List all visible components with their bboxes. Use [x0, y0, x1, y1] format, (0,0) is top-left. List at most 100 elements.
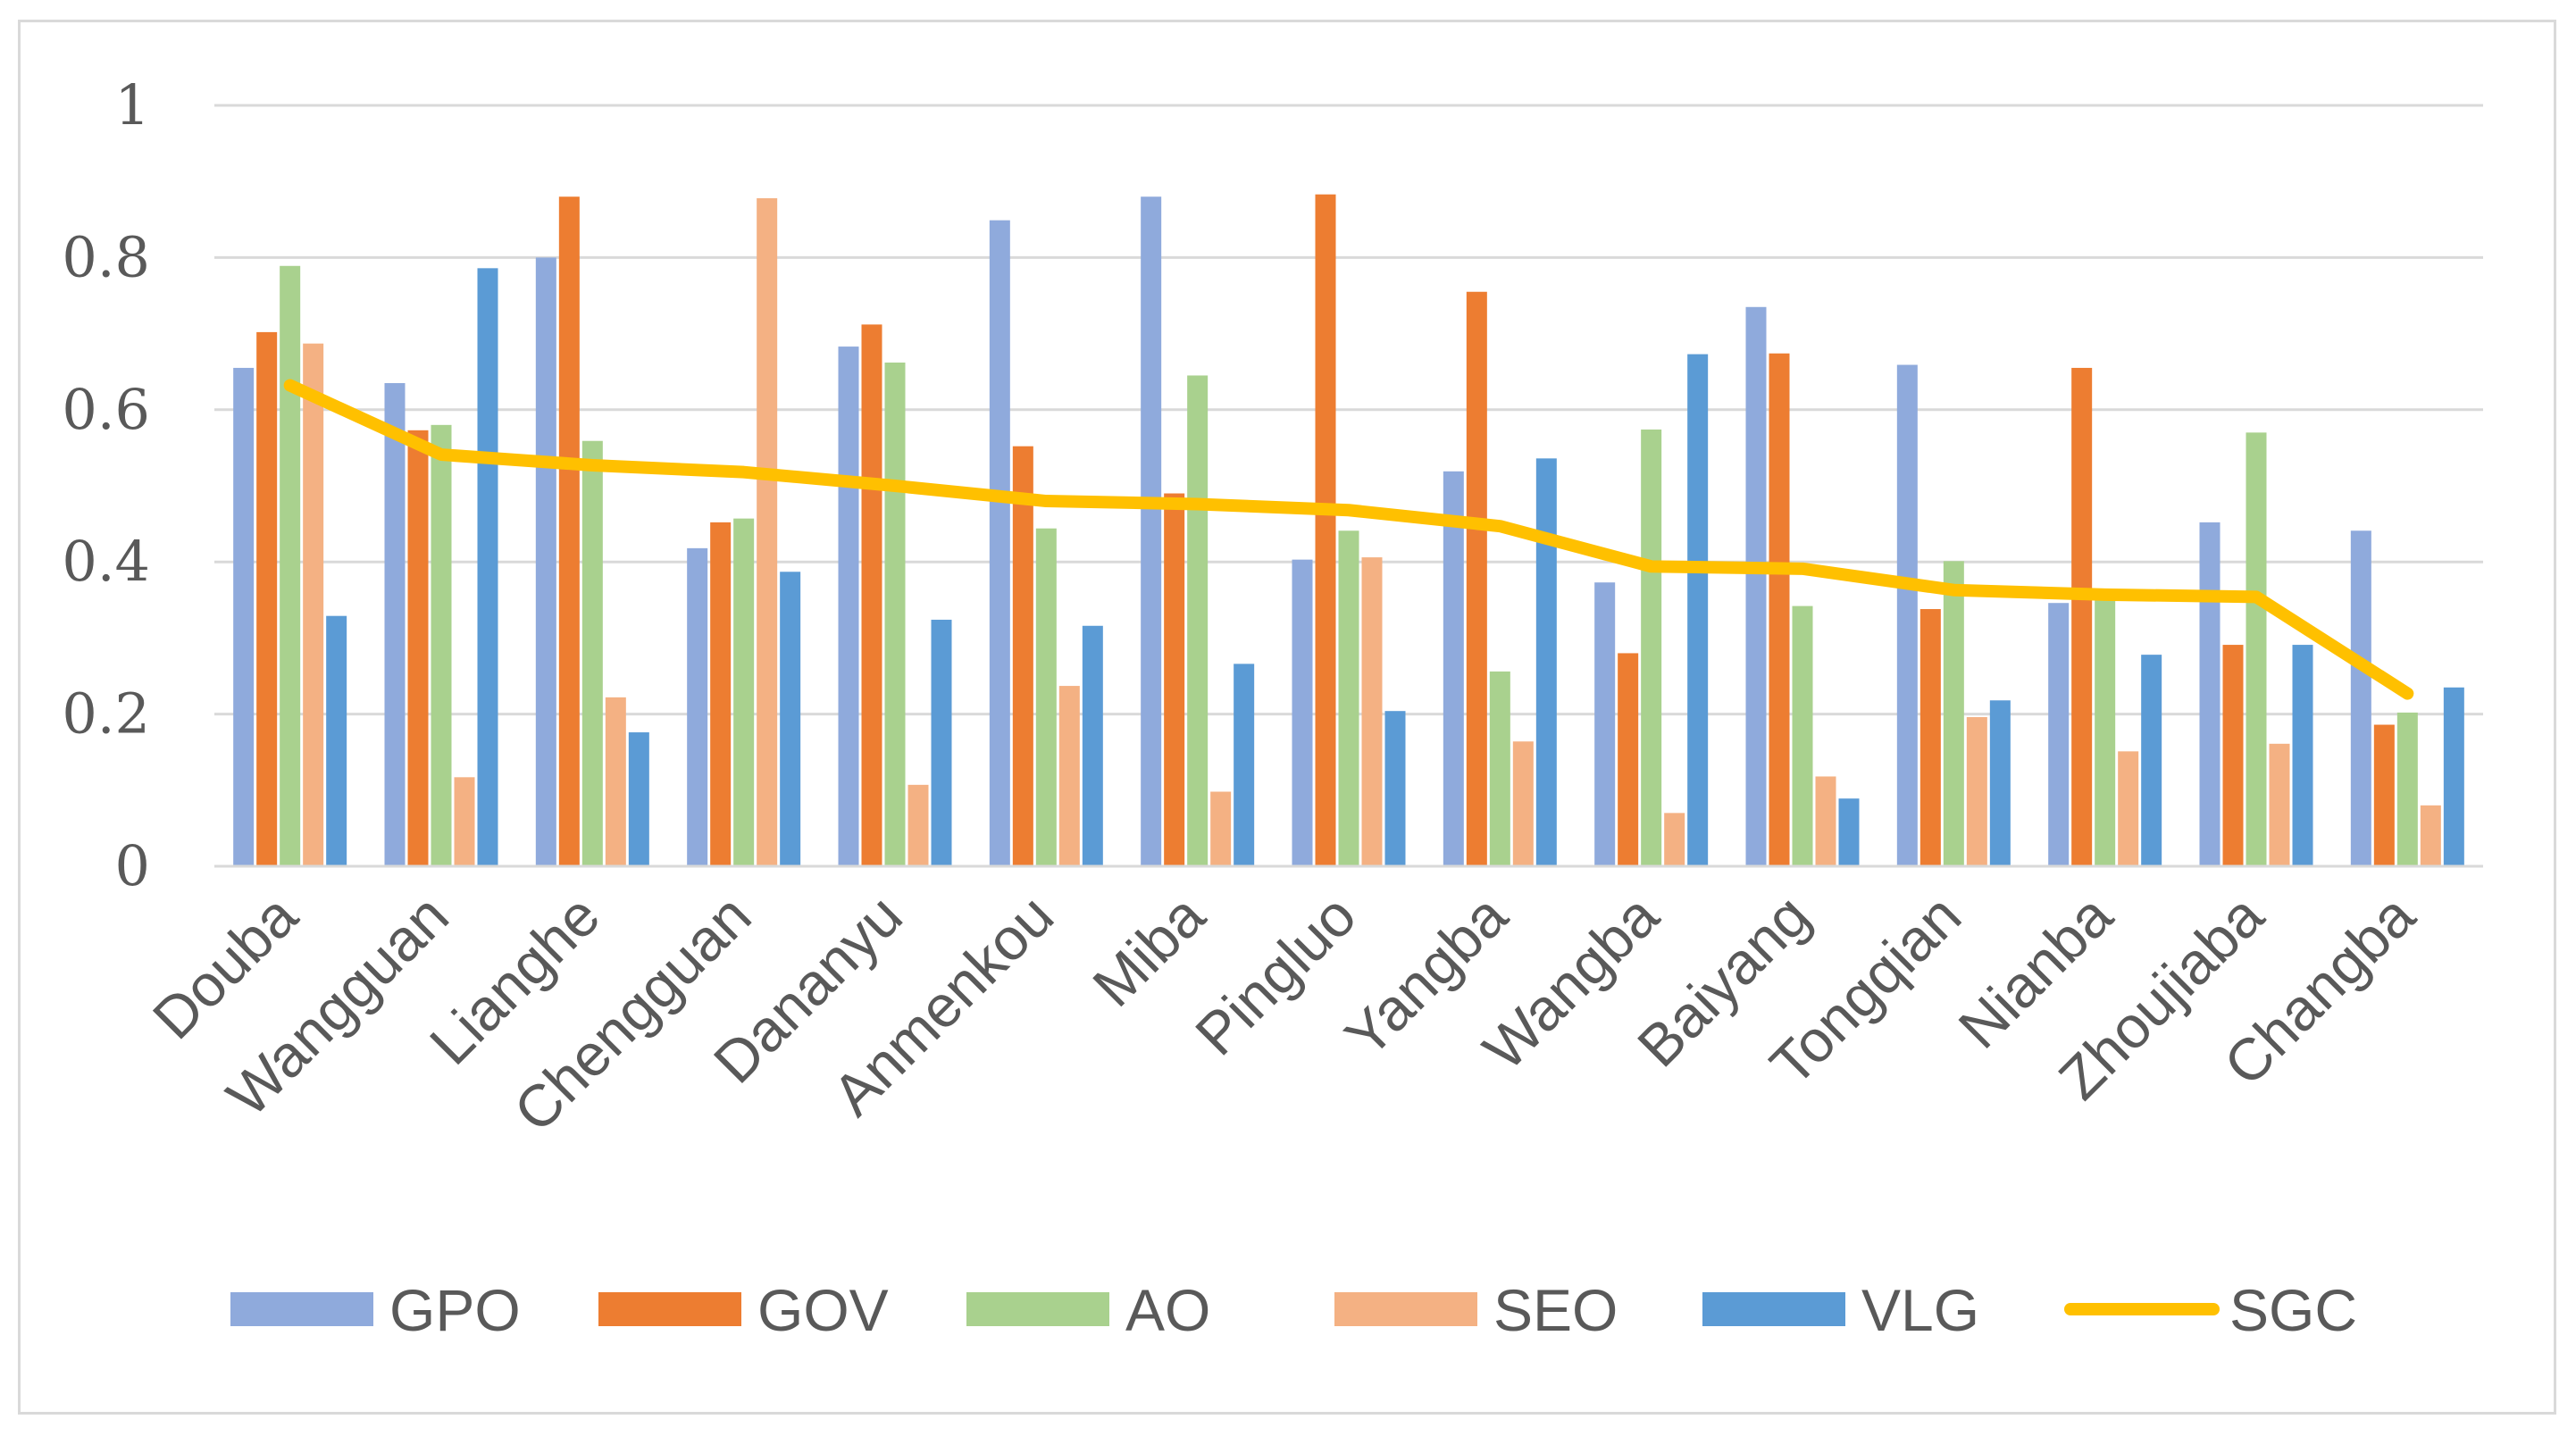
- bar-gpo-anmenkou: [989, 220, 1010, 867]
- y-tick-label: 0.6: [62, 377, 150, 442]
- bar-vlg-miba: [1234, 664, 1255, 866]
- bar-vlg-yangba: [1535, 458, 1557, 866]
- bar-seo-nianba: [2118, 751, 2139, 866]
- legend-label-vlg: VLG: [1861, 1277, 1979, 1343]
- bar-seo-zhoujiaba: [2269, 743, 2290, 866]
- bar-seo-douba: [303, 343, 324, 866]
- bar-gpo-baiyang: [1745, 306, 1767, 866]
- bar-ao-pingluo: [1338, 530, 1359, 866]
- bar-vlg-wangba: [1687, 354, 1709, 866]
- y-tick-label: 0.2: [62, 681, 150, 747]
- bar-seo-lianghe: [605, 697, 626, 866]
- bar-vlg-anmenkou: [1082, 625, 1103, 866]
- bar-gov-chengguan: [710, 522, 732, 866]
- bar-gov-anmenkou: [1012, 446, 1033, 866]
- bar-ao-douba: [280, 265, 301, 867]
- bar-ao-lianghe: [581, 440, 603, 866]
- bar-vlg-pingluo: [1384, 711, 1406, 866]
- y-tick-label: 0.8: [62, 224, 150, 289]
- bar-ao-wangba: [1641, 429, 1662, 866]
- bar-gpo-pingluo: [1292, 559, 1313, 866]
- bar-gov-lianghe: [558, 196, 580, 867]
- legend-layer: GPO GOV AO SEO VLG SGC: [230, 1277, 2357, 1343]
- bar-vlg-nianba: [2141, 655, 2162, 866]
- bar-seo-pingluo: [1361, 557, 1383, 866]
- bar-seo-yangba: [1512, 741, 1534, 866]
- bar-gpo-dananyu: [838, 346, 859, 867]
- bar-gov-wangba: [1618, 653, 1639, 866]
- bar-gpo-nianba: [2048, 603, 2070, 866]
- bar-gov-wangguan: [407, 430, 429, 866]
- legend-swatch-seo: [1334, 1292, 1477, 1326]
- bar-gpo-wangguan: [384, 382, 406, 867]
- legend-swatch-gpo: [230, 1292, 373, 1326]
- chart-svg: 00.20.40.60.81DoubaWangguanLiangheChengg…: [62, 72, 2483, 1343]
- bar-ao-miba: [1187, 375, 1209, 867]
- bar-gov-nianba: [2071, 367, 2093, 866]
- bar-gpo-yangba: [1443, 471, 1464, 866]
- bar-ao-nianba: [2095, 594, 2116, 866]
- bar-vlg-zhoujiaba: [2292, 645, 2313, 866]
- bar-seo-changba: [2420, 805, 2441, 866]
- chart-frame: 0 0.2 0.4 0.6 0.8 1 Douba Wangguan Lianghe Chengg…: [18, 20, 2556, 1415]
- legend-label-gov: GOV: [757, 1277, 889, 1343]
- bar-vlg-tongqian: [1989, 700, 2011, 866]
- bar-seo-dananyu: [907, 784, 929, 866]
- bar-seo-wangba: [1664, 813, 1685, 866]
- bar-gpo-miba: [1141, 196, 1162, 867]
- bar-seo-miba: [1210, 791, 1232, 866]
- bar-gov-miba: [1164, 493, 1185, 866]
- bar-ao-changba: [2396, 712, 2418, 866]
- bar-seo-wangguan: [454, 777, 475, 866]
- bar-vlg-wangguan: [477, 268, 498, 866]
- bar-vlg-baiyang: [1838, 798, 1860, 866]
- bar-gpo-tongqian: [1896, 364, 1918, 867]
- bar-vlg-changba: [2443, 687, 2464, 866]
- bar-layer: [233, 194, 2464, 867]
- bar-gov-zhoujiaba: [2222, 645, 2244, 866]
- bar-gov-baiyang: [1769, 353, 1790, 866]
- bar-ao-chengguan: [733, 518, 755, 866]
- bar-ao-dananyu: [884, 362, 906, 866]
- line-layer: [283, 379, 2414, 700]
- bar-ao-zhoujiaba: [2246, 432, 2267, 866]
- legend-swatch-vlg: [1702, 1292, 1845, 1326]
- bar-gov-yangba: [1466, 291, 1487, 866]
- x-tick-label: Miba: [1080, 881, 1217, 1019]
- line-sgc: [283, 379, 2414, 700]
- bar-vlg-douba: [326, 615, 347, 866]
- bar-gpo-wangba: [1594, 582, 1616, 866]
- bar-seo-tongqian: [1966, 717, 1987, 866]
- bar-seo-anmenkou: [1058, 686, 1080, 866]
- bar-vlg-chengguan: [780, 572, 801, 866]
- y-tick-label: 1: [115, 72, 150, 138]
- bar-ao-wangguan: [431, 424, 452, 866]
- legend-label-seo: SEO: [1493, 1277, 1618, 1343]
- bar-gov-tongqian: [1919, 609, 1941, 866]
- bar-gpo-zhoujiaba: [2199, 522, 2221, 866]
- bar-seo-baiyang: [1815, 776, 1836, 866]
- bar-gov-changba: [2373, 724, 2395, 866]
- legend-label-gpo: GPO: [389, 1277, 521, 1343]
- legend-swatch-ao: [966, 1292, 1109, 1326]
- bar-ao-anmenkou: [1035, 528, 1057, 866]
- bar-ao-baiyang: [1792, 605, 1813, 866]
- bar-ao-yangba: [1489, 671, 1510, 866]
- y-tick-label: 0.4: [62, 529, 150, 594]
- bar-gov-dananyu: [861, 324, 882, 867]
- bar-gpo-douba: [233, 367, 255, 866]
- bar-seo-chengguan: [757, 197, 778, 867]
- legend-swatch-gov: [598, 1292, 741, 1326]
- bar-gov-pingluo: [1315, 194, 1336, 866]
- legend-label-sgc: SGC: [2229, 1277, 2357, 1343]
- bar-vlg-dananyu: [931, 619, 952, 866]
- bar-gpo-chengguan: [687, 547, 708, 866]
- y-tick-label: 0: [115, 833, 150, 898]
- bar-gpo-changba: [2350, 530, 2371, 866]
- x-tick-label: Pingluo: [1183, 882, 1368, 1068]
- bar-vlg-lianghe: [628, 732, 649, 866]
- bar-gpo-lianghe: [535, 257, 556, 866]
- legend-label-ao: AO: [1125, 1277, 1210, 1343]
- bar-gov-douba: [256, 331, 278, 866]
- bar-ao-tongqian: [1943, 561, 1964, 866]
